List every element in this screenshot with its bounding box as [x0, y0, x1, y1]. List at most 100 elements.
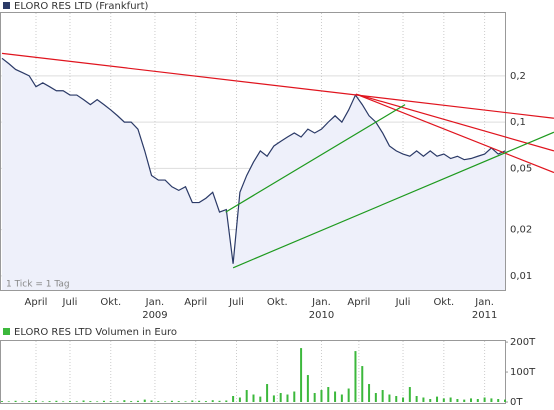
volume-bar — [34, 400, 37, 402]
volume-bar — [252, 394, 255, 402]
y-tick-label: 0,1 — [510, 117, 526, 128]
x-tick-label: Jan. — [145, 297, 165, 308]
volume-bar — [191, 400, 194, 402]
area — [2, 58, 505, 290]
volume-bar — [456, 399, 459, 402]
trendline — [225, 104, 406, 213]
x-tick-label: Okt. — [100, 297, 121, 308]
volume-bar — [449, 397, 452, 402]
volume-bar — [41, 401, 44, 402]
y-tick-label: 0,01 — [510, 271, 532, 282]
volume-bar — [429, 399, 432, 402]
volume-bar — [286, 394, 289, 402]
y-tick-label: 0,05 — [510, 163, 532, 174]
volume-bar — [497, 399, 500, 402]
volume-bar — [354, 351, 357, 402]
y-tick-label: 0,2 — [510, 71, 526, 82]
volume-bar — [320, 390, 323, 402]
volume-bar — [279, 393, 282, 402]
trendline — [355, 93, 554, 152]
volume-bar — [96, 401, 99, 402]
legend-swatch — [3, 328, 10, 335]
volume-bar — [150, 400, 153, 402]
volume-bar — [313, 393, 316, 402]
legend-swatch — [3, 2, 10, 9]
volume-bar — [211, 400, 214, 402]
volume-bar — [374, 393, 377, 402]
volume-bar — [204, 401, 207, 402]
volume-bar — [442, 398, 445, 402]
volume-bar — [381, 390, 384, 402]
y-tick-label: 0T — [510, 397, 523, 408]
y-tick-label: 200T — [510, 337, 536, 348]
volume-bar — [463, 399, 466, 402]
volume-bar — [361, 366, 364, 402]
volume-bar — [130, 401, 133, 402]
volume-bar — [143, 399, 146, 402]
volume-bar — [21, 401, 24, 402]
volume-bar — [75, 401, 78, 402]
volume-bar — [48, 401, 51, 402]
volume-bar — [55, 400, 58, 402]
volume-bar — [245, 390, 248, 402]
x-tick-label: April — [184, 297, 207, 308]
volume-bar — [436, 396, 439, 402]
volume-title: ELORO RES LTD Volumen in Euro — [14, 327, 177, 338]
x-tick-label: April — [25, 297, 48, 308]
volume-bar — [388, 394, 391, 402]
volume-bar — [136, 400, 139, 402]
x-year-label: 2010 — [309, 310, 334, 321]
volume-bar — [123, 400, 126, 402]
volume-bar — [368, 384, 371, 402]
volume-bar — [109, 401, 112, 402]
volume-bar — [198, 400, 201, 402]
y-tick-label: 0,02 — [510, 225, 532, 236]
volume-bar — [62, 401, 65, 402]
x-tick-label: Jan. — [474, 297, 494, 308]
volume-bar — [476, 399, 479, 402]
x-tick-label: April — [347, 297, 370, 308]
marks: 0,01 0,02 0,05 0,1 0,2 April Juli Okt. Jan. 2009 A… — [1, 13, 554, 408]
volume-bar — [334, 391, 337, 402]
chart-title: ELORO RES LTD (Frankfurt) — [14, 1, 149, 12]
volume-bar — [157, 401, 160, 402]
volume-bar — [218, 400, 221, 402]
x-tick-label: Jan. — [311, 297, 331, 308]
x-tick-label: Okt. — [267, 297, 288, 308]
volume-bar — [225, 400, 228, 402]
volume-bar — [470, 398, 473, 402]
volume-bar — [1, 401, 3, 402]
volume-bar — [177, 401, 180, 402]
volume-bar — [272, 395, 275, 402]
trendline — [232, 131, 554, 269]
volume-bar — [7, 401, 10, 402]
volume-bar — [266, 384, 269, 402]
volume-bar — [340, 394, 343, 402]
volume-bar — [116, 401, 119, 402]
volume-bar — [170, 400, 173, 402]
volume-bar — [89, 401, 92, 402]
volume-bar — [347, 388, 350, 402]
volume-bar — [422, 397, 425, 402]
volume-bar — [300, 348, 303, 402]
y-tick-label: 100T — [510, 367, 536, 378]
x-tick-label: Okt. — [433, 297, 454, 308]
x-tick-label: Juli — [395, 297, 411, 308]
volume-bar — [238, 397, 241, 402]
volume-bar — [232, 396, 235, 402]
volume-bar — [68, 401, 71, 402]
volume-bar — [483, 397, 486, 402]
volume-bar — [164, 401, 167, 402]
trendline — [1, 52, 554, 119]
price-line — [1, 57, 506, 264]
plot-frame — [0, 12, 506, 291]
volume-bar — [28, 401, 31, 402]
volume-frame — [0, 340, 506, 404]
volume-bar — [415, 396, 418, 402]
x-year-label: 2011 — [472, 310, 497, 321]
volume-bar — [14, 400, 17, 402]
x-tick-label: Juli — [228, 297, 244, 308]
volume-bar — [102, 400, 105, 402]
annotation: 1 Tick = 1 Tag — [6, 280, 70, 290]
